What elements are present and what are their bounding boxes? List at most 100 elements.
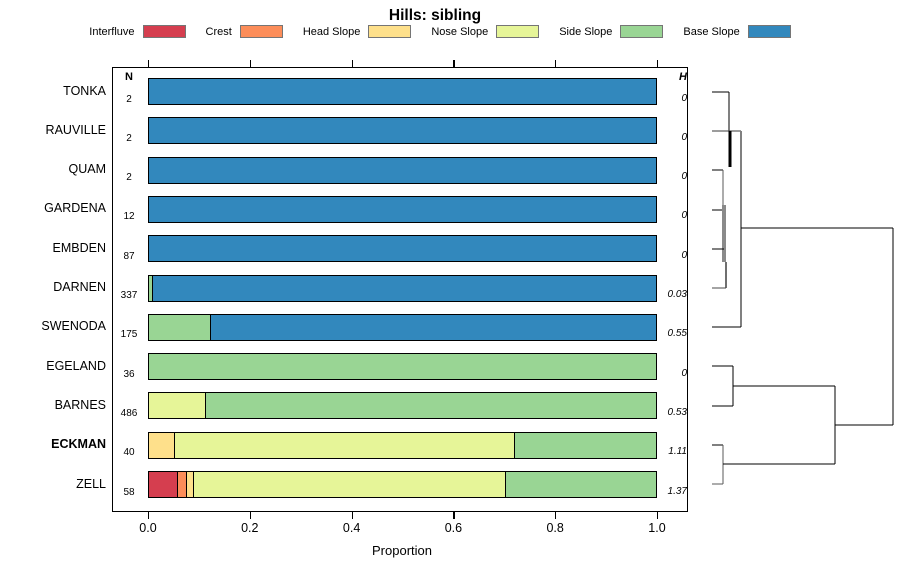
h-value-darnen: 0.03 [667, 289, 687, 300]
n-value-egeland: 36 [123, 368, 135, 380]
x-tick-label: 0.4 [342, 521, 361, 535]
h-value-quam: 0 [681, 171, 687, 183]
legend-label: Interfluve [89, 25, 135, 38]
x-tick-label: 0.8 [546, 521, 564, 535]
n-value-barnes: 486 [120, 407, 138, 419]
n-value-eckman: 40 [123, 447, 135, 459]
n-value-rauville: 2 [126, 132, 132, 144]
n-value-tonka: 2 [126, 93, 132, 105]
bar-segment-base-slope [149, 79, 656, 104]
legend: Interfluve Crest Head Slope Nose Slope Side … [10, 25, 870, 38]
bar-segment-base-slope [149, 236, 656, 262]
bar-segment-base-slope [209, 314, 656, 340]
row-label-zell: ZELL [76, 476, 106, 491]
bar-segment-nose-slope [174, 432, 515, 458]
x-tick-label: 0.0 [139, 521, 157, 535]
legend-swatch [239, 25, 283, 38]
top-axis-tick [351, 60, 353, 67]
n-value-quam: 2 [126, 172, 132, 184]
h-value-embden: 0 [681, 249, 687, 261]
stacked-bar-embden [148, 235, 657, 263]
x-tick-label: 0.2 [241, 521, 259, 535]
bottom-axis-tick [657, 512, 659, 519]
legend-label: Side Slope [559, 25, 613, 38]
x-tick-label: 1.0 [648, 521, 666, 535]
bottom-axis-tick [351, 512, 353, 519]
n-value-darnen: 337 [120, 290, 138, 301]
legend-item-head-slope: Head Slope [303, 25, 412, 38]
stacked-bar-quam [148, 156, 657, 184]
legend-label: Crest [205, 25, 232, 38]
h-value-eckman: 1.11 [668, 446, 687, 458]
h-value-swenoda: 0.55 [667, 328, 687, 340]
n-value-gardena: 12 [123, 211, 135, 223]
row-label-quam: QUAM [68, 162, 107, 177]
bar-segment-crest [176, 472, 186, 497]
bar-segment-side-slope [204, 393, 656, 419]
top-axis-tick [249, 60, 252, 67]
bar-segment-side-slope [505, 472, 656, 497]
legend-label: Head Slope [302, 25, 361, 38]
legend-label: Nose Slope [431, 25, 489, 38]
bar-segment-side-slope [149, 354, 656, 380]
row-label-swenoda: SWENODA [41, 319, 106, 334]
bar-segment-base-slope [149, 157, 656, 183]
legend-item-side-slope: Side Slope [559, 25, 664, 38]
row-label-barnes: BARNES [54, 397, 106, 412]
row-label-embden: EMBDEN [52, 240, 106, 255]
n-value-swenoda: 175 [120, 329, 138, 341]
stacked-bar-barnes [148, 392, 657, 420]
stacked-bar-rauville [148, 117, 657, 145]
h-value-egeland: 0 [681, 367, 687, 379]
legend-swatch [496, 25, 540, 38]
legend-swatch [368, 25, 412, 38]
stacked-bar-gardena [148, 195, 657, 223]
h-value-tonka: 0 [681, 92, 687, 104]
stacked-bar-tonka [148, 78, 657, 105]
legend-item-base-slope: Base Slope [683, 25, 791, 38]
n-value-zell: 58 [123, 486, 135, 498]
row-label-egeland: EGELAND [46, 358, 106, 373]
bar-segment-head-slope [149, 432, 175, 458]
stacked-bar-eckman [148, 431, 657, 459]
bottom-axis-tick [249, 512, 252, 519]
bar-segment-nose-slope [149, 393, 205, 419]
top-axis-tick [657, 60, 659, 67]
top-axis-tick [453, 60, 455, 67]
x-axis-title: Proportion [372, 543, 432, 558]
legend-swatch [620, 25, 664, 38]
bottom-axis-tick [148, 512, 150, 519]
bar-segment-side-slope [149, 314, 210, 340]
stacked-bar-zell [148, 471, 657, 498]
top-axis-tick [555, 60, 557, 67]
bar-segment-base-slope [149, 196, 656, 222]
legend-swatch [142, 25, 186, 38]
row-label-tonka: TONKA [63, 83, 106, 98]
bar-segment-base-slope [149, 118, 656, 144]
stacked-bar-egeland [148, 353, 657, 381]
legend-label: Base Slope [683, 25, 740, 38]
legend-swatch [747, 25, 791, 38]
x-tick-label: 0.6 [444, 521, 463, 535]
bottom-axis-tick [555, 512, 557, 519]
legend-item-interfluve: Interfluve [89, 25, 186, 38]
legend-item-nose-slope: Nose Slope [431, 25, 540, 38]
top-axis-tick [148, 60, 150, 67]
stacked-bar-darnen [148, 274, 657, 302]
n-column-header: N [125, 71, 133, 83]
row-label-eckman: ECKMAN [51, 437, 106, 452]
h-value-barnes: 0.53 [667, 406, 687, 418]
h-value-zell: 1.37 [667, 485, 687, 497]
row-label-rauville: RAUVILLE [45, 122, 106, 137]
stacked-bar-swenoda [148, 313, 657, 341]
bottom-axis-tick [453, 512, 455, 519]
bar-segment-side-slope [514, 432, 656, 458]
n-value-embden: 87 [123, 250, 135, 262]
h-value-rauville: 0 [681, 131, 687, 143]
bar-segment-head-slope [186, 472, 194, 497]
bar-segment-base-slope [152, 275, 656, 301]
row-label-gardena: GARDENA [44, 201, 106, 216]
bar-segment-side-slope [149, 275, 153, 301]
